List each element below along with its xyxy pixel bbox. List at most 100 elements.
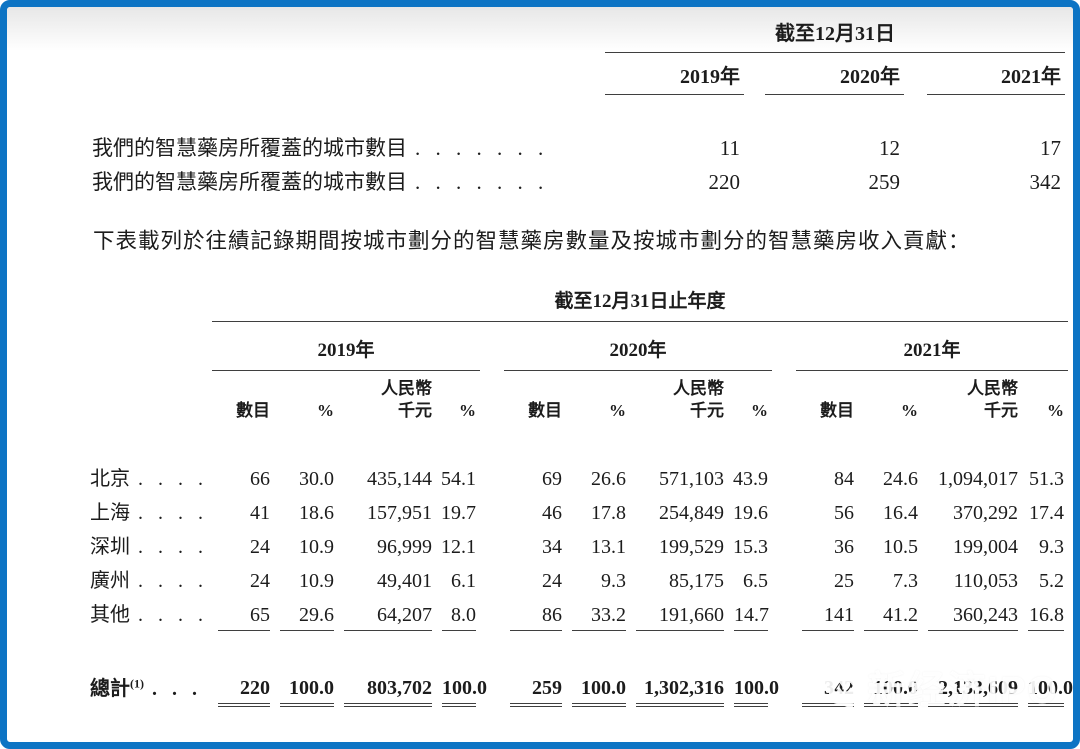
cell-value: 64,207 <box>338 598 436 632</box>
cell-value: 24.6 <box>883 468 918 490</box>
dot-leader: . . . . . . <box>138 536 212 558</box>
dot-leader: . . . . . . . <box>415 170 549 194</box>
cell-value: 29.6 <box>274 598 338 632</box>
col-header-pct: % <box>901 401 918 420</box>
cell-value: 7.3 <box>893 570 918 592</box>
cell-value: 2,133,609 <box>922 674 1022 707</box>
col-header-rmb: 人民幣 千元 <box>967 379 1018 420</box>
cell-value: 12.1 <box>441 536 476 558</box>
cell-value: 342 <box>1029 170 1062 194</box>
cell-value: 17.8 <box>591 502 626 524</box>
cell-value: 9.3 <box>1039 536 1064 558</box>
cell-value: 24 <box>250 570 270 592</box>
cell-value: 1,094,017 <box>938 468 1018 490</box>
cell-value: 25 <box>834 570 854 592</box>
cell-value: 15.3 <box>733 536 768 558</box>
cell-value: 8.0 <box>436 598 480 632</box>
cell-value: 10.9 <box>299 570 334 592</box>
row-label: 我們的智慧藥房所覆蓋的城市數目. . . . . . . <box>92 136 549 160</box>
cell-value: 51.3 <box>1029 468 1064 490</box>
cell-value: 803,702 <box>338 674 436 707</box>
table-row: 深圳. . . . . . 24 10.9 96,999 12.1 34 13.1 199,5… <box>90 530 1068 564</box>
cell-value: 10.5 <box>883 536 918 558</box>
summary-period-header: 截至12月31日 <box>605 17 1065 53</box>
cell-value: 199,529 <box>659 536 724 558</box>
row-label: 其他. . . . . . <box>90 598 212 632</box>
cell-value: 157,951 <box>367 502 432 524</box>
year-label: 2020年 <box>765 53 904 95</box>
footnote-marker: (1) <box>130 676 144 691</box>
cell-value: 9.3 <box>601 570 626 592</box>
cell-value: 254,849 <box>659 502 724 524</box>
cell-value: 18.6 <box>299 502 334 524</box>
table-row: 北京. . . . . . 66 30.0 435,144 54.1 69 26.6 571,… <box>90 462 1068 496</box>
cell-value: 191,660 <box>630 598 728 632</box>
cell-value: 41 <box>250 502 270 524</box>
detail-period-row: 截至12月31日止年度 <box>90 286 1068 322</box>
cell-value: 5.2 <box>1039 570 1064 592</box>
detail-table-body: 北京. . . . . . 66 30.0 435,144 54.1 69 26.6 571,… <box>90 462 1068 632</box>
cell-value: 86 <box>504 598 566 632</box>
year-label: 2021年 <box>796 322 1068 371</box>
table-row: 我們的智慧藥房所覆蓋的城市數目. . . . . . . 11 12 17 <box>92 131 1065 165</box>
cell-value: 100.0 <box>1022 674 1073 707</box>
cell-value: 259 <box>504 674 566 707</box>
cell-value: 26.6 <box>591 468 626 490</box>
cell-value: 19.7 <box>441 502 476 524</box>
cell-value: 24 <box>542 570 562 592</box>
cell-value: 84 <box>834 468 854 490</box>
summary-table: 截至12月31日 2019年 2020年 2021年 我們的智慧藥房所覆蓋的城市… <box>92 17 1065 199</box>
summary-year-row: 2019年 2020年 2021年 <box>92 53 1065 95</box>
dot-leader: . . . . . . . <box>415 136 549 160</box>
cell-value: 36 <box>834 536 854 558</box>
cell-value: 199,004 <box>953 536 1018 558</box>
col-header-pct: % <box>609 401 626 420</box>
cell-value: 11 <box>719 136 740 160</box>
dot-leader: . . . . . . <box>138 502 212 524</box>
watermark: 新经济IPO <box>797 655 1059 718</box>
cell-value: 43.9 <box>733 468 768 490</box>
col-header-pct: % <box>459 401 476 420</box>
detail-table: 截至12月31日止年度 2019年 2020年 2021年 數目 % 人民幣 千元… <box>90 286 1073 707</box>
cell-value: 12 <box>879 136 900 160</box>
cell-value: 66 <box>250 468 270 490</box>
cell-value: 34 <box>542 536 562 558</box>
dot-leader: . . . . . . <box>138 570 212 592</box>
year-label: 2021年 <box>927 53 1065 95</box>
col-header-rmb: 人民幣 千元 <box>673 379 724 420</box>
summary-period-row: 截至12月31日 <box>92 17 1065 53</box>
row-label: 總計(1). . . . . <box>90 674 212 707</box>
cell-value: 14.7 <box>728 598 772 632</box>
year-label: 2019年 <box>605 53 744 95</box>
cell-value: 41.2 <box>858 598 922 632</box>
cell-value: 220 <box>708 170 741 194</box>
col-header-pct: % <box>751 401 768 420</box>
cell-value: 85,175 <box>669 570 724 592</box>
intro-paragraph: 下表載列於往績記錄期間按城市劃分的智慧藥房數量及按城市劃分的智慧藥房收入貢獻： <box>93 229 971 253</box>
col-header-pct: % <box>317 401 334 420</box>
col-header-pct: % <box>1047 401 1064 420</box>
wechat-icon <box>797 655 864 718</box>
cell-value: 6.5 <box>743 570 768 592</box>
cell-value: 1,302,316 <box>630 674 728 707</box>
table-row: 我們的智慧藥房所覆蓋的城市數目. . . . . . . 220 259 342 <box>92 165 1065 199</box>
cell-value: 141 <box>796 598 858 632</box>
row-label: 我們的智慧藥房所覆蓋的城市數目. . . . . . . <box>92 170 549 194</box>
cell-value: 24 <box>250 536 270 558</box>
cell-value: 100.0 <box>436 674 487 707</box>
cell-value: 571,103 <box>659 468 724 490</box>
detail-year-row: 2019年 2020年 2021年 <box>90 322 1068 371</box>
cell-value: 17 <box>1040 136 1061 160</box>
col-header-count: 數目 <box>820 401 854 420</box>
table-row: 上海. . . . . . 41 18.6 157,951 19.7 46 17.8 254,… <box>90 496 1068 530</box>
cell-value: 65 <box>212 598 274 632</box>
cell-value: 46 <box>542 502 562 524</box>
cell-value: 10.9 <box>299 536 334 558</box>
dot-leader: . . . . . . <box>138 604 212 626</box>
cell-value: 16.8 <box>1022 598 1068 632</box>
cell-value: 49,401 <box>377 570 432 592</box>
cell-value: 69 <box>542 468 562 490</box>
cell-value: 100.0 <box>274 674 338 707</box>
